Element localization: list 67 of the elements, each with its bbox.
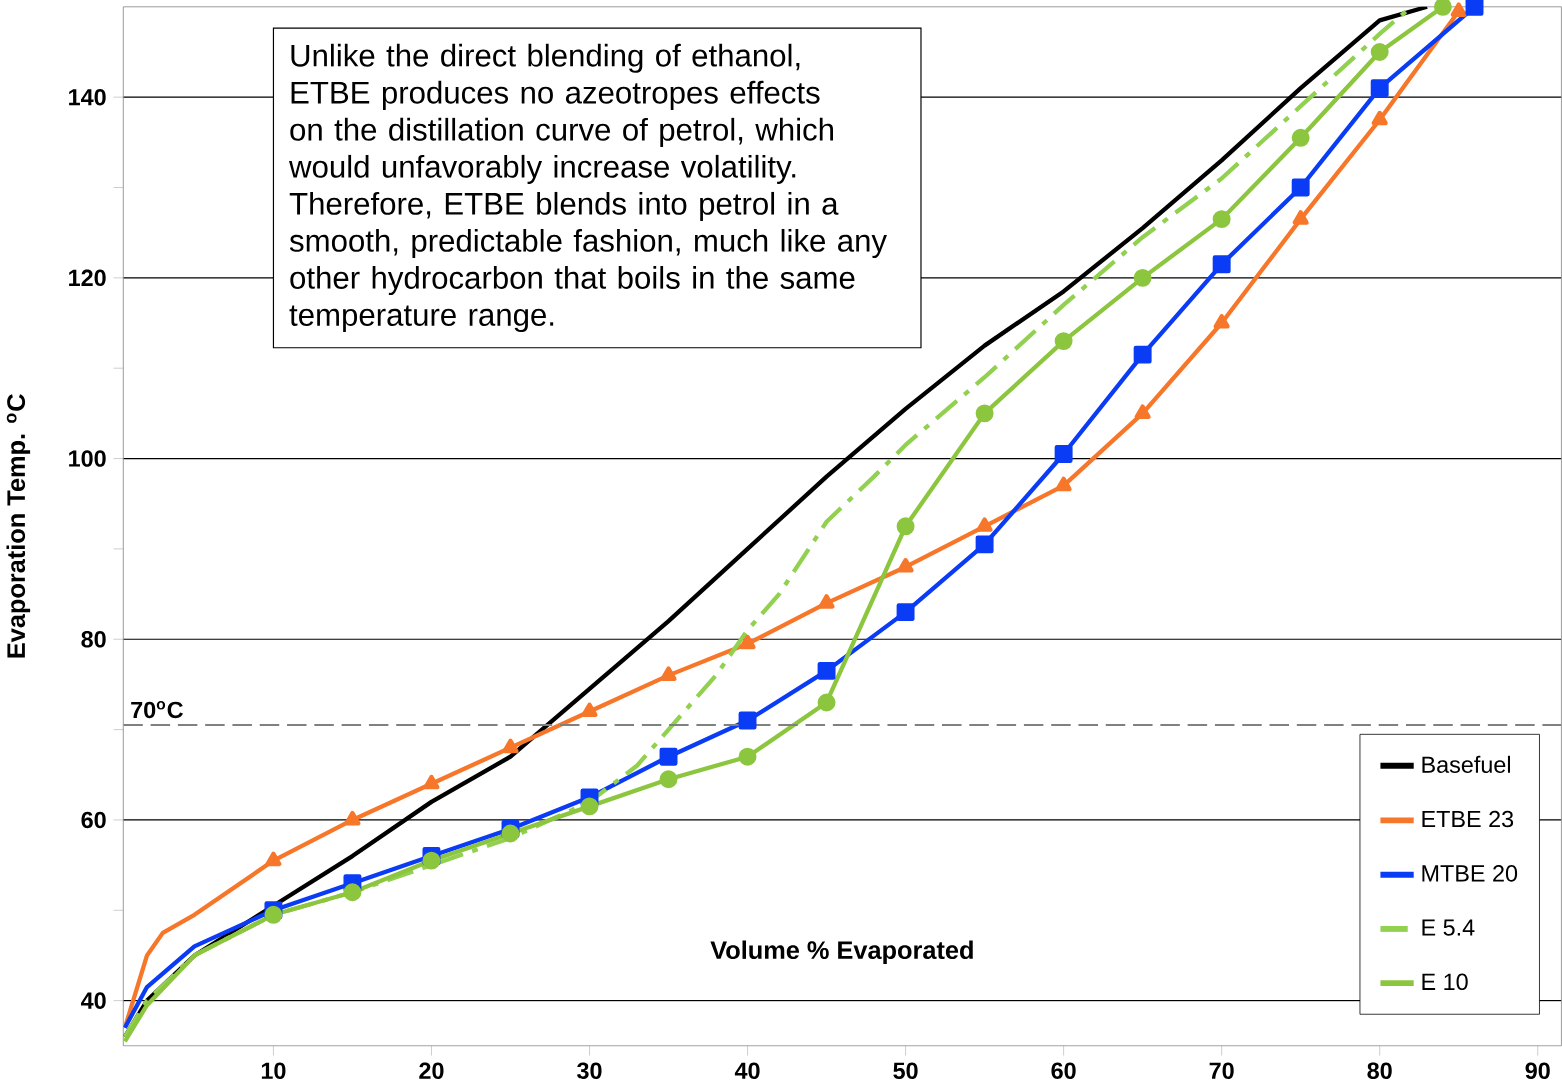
- x-tick-label: 40: [734, 1062, 760, 1080]
- point: [817, 662, 836, 681]
- point: [264, 906, 283, 925]
- y-tick-label: 140: [69, 89, 106, 106]
- x-tick-label: 90: [1525, 1062, 1550, 1080]
- point: [660, 666, 677, 682]
- point: [976, 517, 993, 533]
- y-tick-label: 60: [81, 811, 106, 829]
- point: [1371, 111, 1388, 126]
- y-tick-label: 100: [69, 450, 106, 468]
- point: [1133, 269, 1152, 288]
- point: [581, 702, 598, 718]
- x-tick-label: 10: [261, 1062, 286, 1080]
- point: [502, 738, 519, 754]
- point: [344, 811, 361, 826]
- point: [659, 747, 678, 766]
- y-tick-label: 120: [69, 269, 106, 287]
- point: [1213, 314, 1230, 329]
- point: [1433, 0, 1452, 17]
- point: [659, 770, 678, 789]
- x-tick-label: 60: [1051, 1062, 1076, 1080]
- point: [1465, 0, 1484, 17]
- point: [501, 824, 520, 843]
- point: [1291, 178, 1310, 197]
- point: [1133, 345, 1152, 364]
- x-tick-label: 70: [1209, 1062, 1234, 1080]
- point: [1054, 332, 1073, 351]
- legend-label: E 5.4: [1422, 919, 1475, 936]
- point: [1292, 210, 1309, 225]
- legend-label: Basefuel: [1422, 756, 1510, 774]
- point: [897, 558, 914, 573]
- point: [1370, 43, 1389, 62]
- y-tick-label: 40: [81, 992, 106, 1010]
- point: [1450, 2, 1467, 18]
- point: [1212, 255, 1231, 274]
- point: [738, 711, 757, 730]
- legend-label: ETBE 23: [1422, 810, 1514, 828]
- legend-label: E 10: [1422, 973, 1468, 991]
- point: [1291, 129, 1310, 148]
- ref-line-label: 70$^{o}$C: [131, 701, 183, 719]
- x-tick-label: 80: [1367, 1062, 1392, 1080]
- point: [975, 535, 994, 554]
- point: [1212, 210, 1231, 229]
- point: [975, 404, 994, 423]
- y-tick-label: 80: [81, 631, 106, 648]
- x-tick-label: 20: [419, 1062, 444, 1080]
- point: [817, 693, 836, 712]
- point: [422, 851, 441, 870]
- point: [818, 594, 835, 609]
- x-tick-label: 50: [893, 1062, 918, 1080]
- point: [580, 797, 599, 816]
- point: [265, 851, 282, 867]
- x-tick-label: 30: [577, 1062, 602, 1080]
- point: [423, 775, 440, 790]
- point: [1370, 79, 1389, 98]
- annotation: Unlike the direct blending of ethanol, ETBE produces no azeotropes effects on the distillation curve of petrol, which would unfavorably increase volatility. Therefore, ETBE blends into petrol in a smooth, predictable fashion, much like any other hydrocarbon that boils in the same temperature range.: [289, 44, 887, 333]
- point: [738, 747, 757, 766]
- x-axis-title: Volume % Evaporated: [710, 940, 973, 965]
- point: [1054, 445, 1073, 464]
- point: [896, 517, 915, 536]
- y-axis-title: Evaporation Temp. $^{o}$C: [6, 394, 31, 658]
- point: [343, 883, 362, 902]
- point: [1134, 404, 1151, 420]
- point: [1055, 476, 1072, 492]
- legend-label: MTBE 20: [1422, 865, 1518, 882]
- point: [739, 635, 756, 650]
- point: [896, 603, 915, 622]
